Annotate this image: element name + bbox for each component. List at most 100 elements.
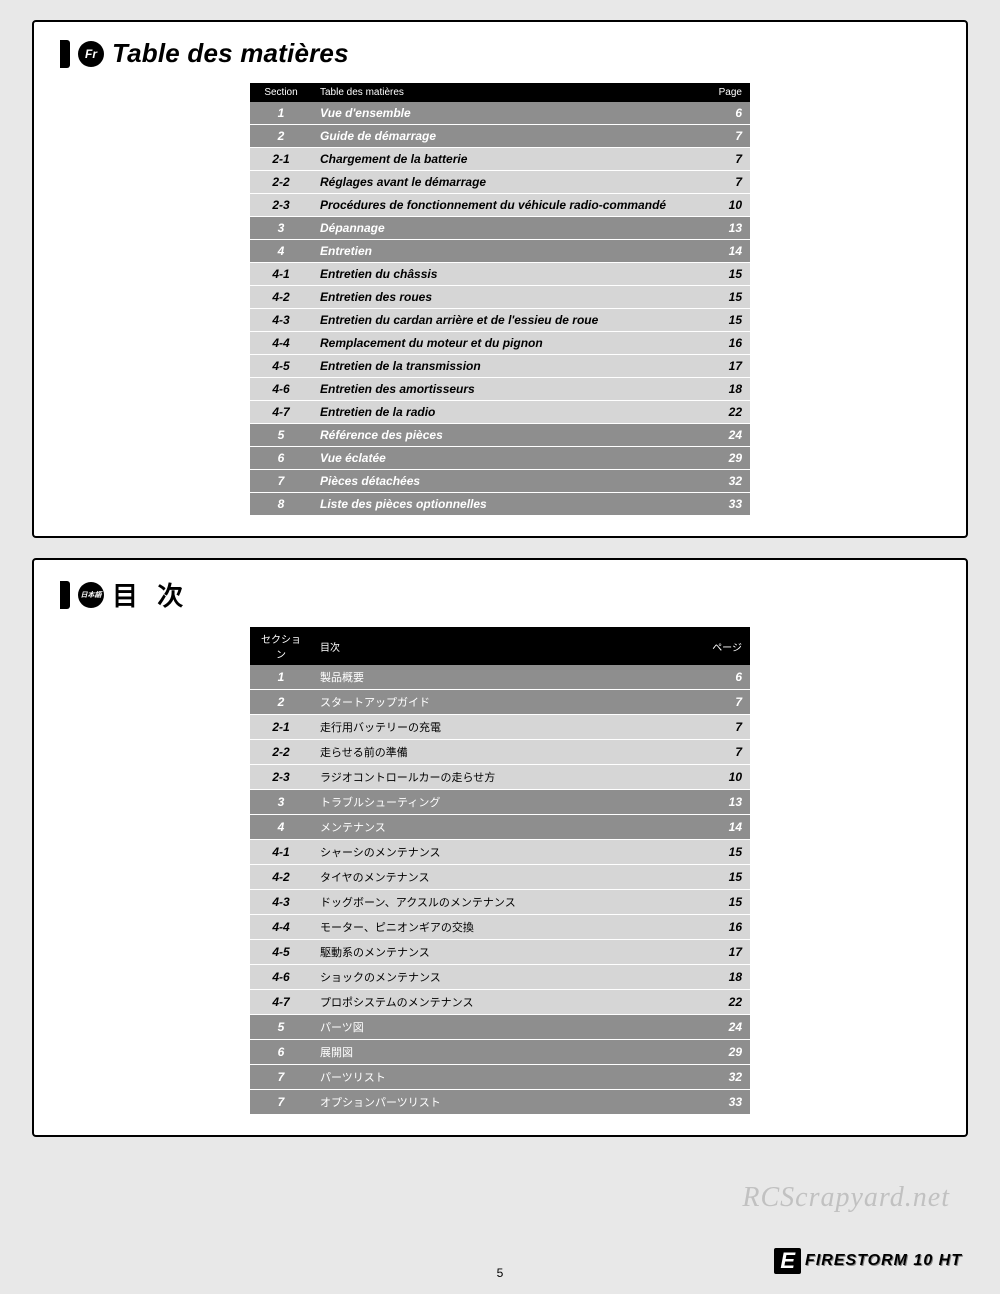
cell-title: Entretien des roues <box>312 286 690 309</box>
cell-section: 4-4 <box>250 332 312 355</box>
cell-section: 4-7 <box>250 401 312 424</box>
table-row: 4-2Entretien des roues15 <box>250 286 750 309</box>
cell-title: Dépannage <box>312 217 690 240</box>
cell-title: 走行用バッテリーの充電 <box>312 715 690 740</box>
table-header-row: Section Table des matières Page <box>250 83 750 102</box>
toc-body-fr: 1Vue d'ensemble62Guide de démarrage72-1C… <box>250 102 750 516</box>
table-row: 4-5Entretien de la transmission17 <box>250 355 750 378</box>
table-row: 4-5駆動系のメンテナンス17 <box>250 940 750 965</box>
cell-page: 22 <box>690 990 750 1015</box>
table-row: 2-3ラジオコントロールカーの走らせ方10 <box>250 765 750 790</box>
cell-title: Remplacement du moteur et du pignon <box>312 332 690 355</box>
cell-title: 展開図 <box>312 1040 690 1065</box>
cell-page: 15 <box>690 309 750 332</box>
cell-section: 6 <box>250 1040 312 1065</box>
panel-title-jp: 目 次 <box>112 576 189 613</box>
cell-page: 7 <box>690 690 750 715</box>
cell-page: 15 <box>690 286 750 309</box>
cell-title: Entretien de la radio <box>312 401 690 424</box>
cell-section: 5 <box>250 424 312 447</box>
cell-title: モーター、ピニオンギアの交換 <box>312 915 690 940</box>
cell-page: 33 <box>690 1090 750 1115</box>
toc-table-jp: セクション 目次 ページ 1製品概要62スタートアップガイド72-1走行用バッテ… <box>250 627 750 1115</box>
cell-section: 3 <box>250 790 312 815</box>
cell-section: 4-6 <box>250 378 312 401</box>
cell-title: スタートアップガイド <box>312 690 690 715</box>
cell-title: Liste des pièces optionnelles <box>312 493 690 516</box>
cell-page: 13 <box>690 217 750 240</box>
toc-body-jp: 1製品概要62スタートアップガイド72-1走行用バッテリーの充電72-2走らせる… <box>250 665 750 1115</box>
cell-page: 14 <box>690 240 750 263</box>
lang-badge-fr: Fr <box>78 41 104 67</box>
cell-title: 走らせる前の準備 <box>312 740 690 765</box>
table-row: 8Liste des pièces optionnelles33 <box>250 493 750 516</box>
table-row: 2-2Réglages avant le démarrage7 <box>250 171 750 194</box>
cell-section: 4-7 <box>250 990 312 1015</box>
cell-section: 1 <box>250 665 312 690</box>
table-row: 3トラブルシューティング13 <box>250 790 750 815</box>
cell-title: 駆動系のメンテナンス <box>312 940 690 965</box>
table-row: 5Référence des pièces24 <box>250 424 750 447</box>
cell-section: 2-2 <box>250 740 312 765</box>
cell-section: 5 <box>250 1015 312 1040</box>
table-row: 4-7Entretien de la radio22 <box>250 401 750 424</box>
table-row: 4-1Entretien du châssis15 <box>250 263 750 286</box>
cell-title: Vue d'ensemble <box>312 102 690 125</box>
table-row: 4-4Remplacement du moteur et du pignon16 <box>250 332 750 355</box>
cell-page: 18 <box>690 378 750 401</box>
cell-title: Chargement de la batterie <box>312 148 690 171</box>
cell-page: 29 <box>690 1040 750 1065</box>
cell-section: 1 <box>250 102 312 125</box>
table-row: 3Dépannage13 <box>250 217 750 240</box>
panel-title-fr: Table des matières <box>112 38 349 69</box>
col-header-page: ページ <box>690 627 750 665</box>
cell-section: 2 <box>250 125 312 148</box>
col-header-section: Section <box>250 83 312 102</box>
cell-section: 2-3 <box>250 765 312 790</box>
cell-page: 6 <box>690 665 750 690</box>
table-row: 6Vue éclatée29 <box>250 447 750 470</box>
cell-section: 4-4 <box>250 915 312 940</box>
cell-page: 15 <box>690 840 750 865</box>
cell-title: メンテナンス <box>312 815 690 840</box>
cell-title: Réglages avant le démarrage <box>312 171 690 194</box>
table-row: 4-3ドッグボーン、アクスルのメンテナンス15 <box>250 890 750 915</box>
cell-page: 15 <box>690 865 750 890</box>
cell-section: 4-1 <box>250 263 312 286</box>
cell-section: 7 <box>250 470 312 493</box>
cell-section: 4-1 <box>250 840 312 865</box>
cell-title: Guide de démarrage <box>312 125 690 148</box>
cell-title: Entretien de la transmission <box>312 355 690 378</box>
cell-section: 4-2 <box>250 286 312 309</box>
table-row: 4Entretien14 <box>250 240 750 263</box>
cell-page: 24 <box>690 1015 750 1040</box>
cell-page: 7 <box>690 715 750 740</box>
col-header-title: 目次 <box>312 627 690 665</box>
cell-page: 16 <box>690 915 750 940</box>
cell-title: パーツリスト <box>312 1065 690 1090</box>
cell-section: 4-6 <box>250 965 312 990</box>
cell-title: Entretien <box>312 240 690 263</box>
watermark-text: RCScrapyard.net <box>742 1182 950 1214</box>
table-row: 4-7プロポシステムのメンテナンス22 <box>250 990 750 1015</box>
cell-section: 2-2 <box>250 171 312 194</box>
table-row: 4-6ショックのメンテナンス18 <box>250 965 750 990</box>
lang-badge-jp: 日本語 <box>78 582 104 608</box>
cell-page: 17 <box>690 940 750 965</box>
cell-page: 10 <box>690 765 750 790</box>
cell-title: Vue éclatée <box>312 447 690 470</box>
cell-page: 7 <box>690 125 750 148</box>
cell-page: 33 <box>690 493 750 516</box>
table-row: 4-4モーター、ピニオンギアの交換16 <box>250 915 750 940</box>
cell-page: 22 <box>690 401 750 424</box>
tab-mark-icon <box>60 581 70 609</box>
cell-section: 4-2 <box>250 865 312 890</box>
logo-prefix: E <box>774 1248 801 1274</box>
product-logo: E FIRESTORM 10 HT <box>774 1248 962 1274</box>
cell-section: 2 <box>250 690 312 715</box>
cell-section: 4-3 <box>250 309 312 332</box>
cell-page: 13 <box>690 790 750 815</box>
cell-title: シャーシのメンテナンス <box>312 840 690 865</box>
cell-title: ショックのメンテナンス <box>312 965 690 990</box>
panel-head-fr: Fr Table des matières <box>60 38 940 69</box>
